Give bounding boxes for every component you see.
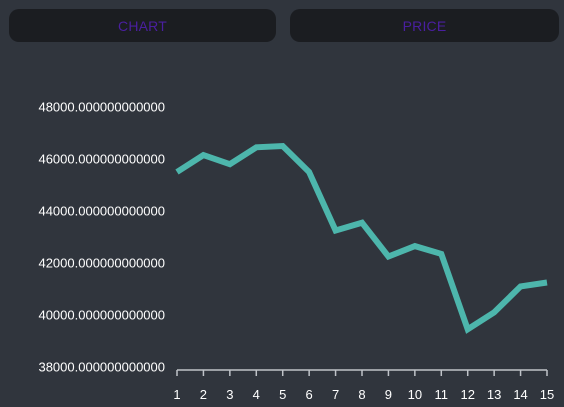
tab-price-label: PRICE (402, 17, 447, 34)
x-tick-label: 2 (200, 387, 207, 402)
x-tick-label: 1 (173, 387, 180, 402)
x-tick-label: 14 (513, 387, 527, 402)
y-tick-label: 48000.000000000000 (38, 100, 165, 115)
tab-chart-label: CHART (118, 17, 167, 34)
x-tick-label: 9 (385, 387, 392, 402)
x-tick-label: 3 (226, 387, 233, 402)
series-line (175, 142, 548, 334)
x-tick-label: 5 (279, 387, 286, 402)
x-tick-label: 11 (435, 387, 449, 402)
series-group (175, 142, 548, 334)
x-tick-label: 10 (408, 387, 422, 402)
y-tick-label: 44000.000000000000 (38, 204, 165, 219)
x-axis (176, 369, 548, 376)
x-tick-label: 15 (540, 387, 554, 402)
tab-chart[interactable]: CHART (9, 9, 276, 42)
y-tick-label: 46000.000000000000 (38, 152, 165, 167)
x-tick-label: 12 (460, 387, 474, 402)
y-tick-label: 38000.000000000000 (38, 360, 165, 375)
x-tick-label: 6 (306, 387, 313, 402)
tab-price[interactable]: PRICE (290, 9, 559, 42)
x-axis-ticks: 1 2 3 4 5 6 7 8 9 10 11 12 13 14 15 (173, 387, 554, 402)
x-tick-label: 8 (358, 387, 365, 402)
y-tick-label: 40000.000000000000 (38, 308, 165, 323)
x-tick-label: 4 (253, 387, 260, 402)
x-tick-label: 13 (487, 387, 501, 402)
y-axis-ticks: 48000.000000000000 46000.000000000000 4400… (38, 100, 165, 375)
y-tick-label: 42000.000000000000 (38, 256, 165, 271)
x-tick-label: 7 (332, 387, 339, 402)
